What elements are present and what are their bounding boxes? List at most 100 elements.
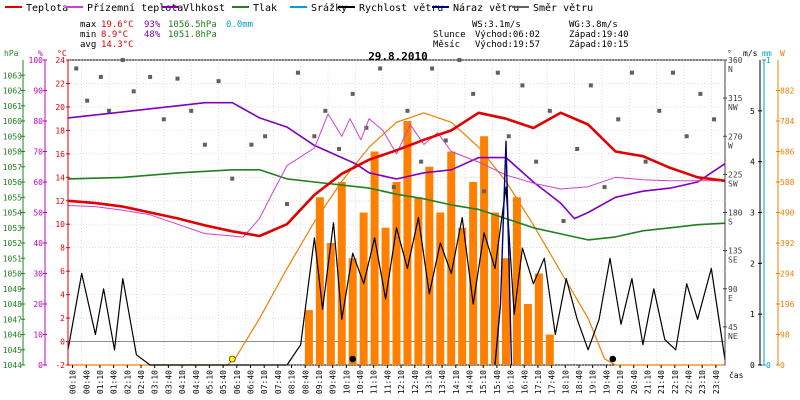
wind-dir-dot: [161, 117, 166, 122]
pct-axis-tick-label: 50: [33, 209, 43, 218]
rain-bar: [502, 258, 510, 365]
x-tick-label: 13:40: [438, 370, 447, 394]
wind-dir-dot: [120, 58, 125, 62]
legend: Teplota Přízemní teplota Vlhkost Tlak Srážky…: [5, 2, 593, 14]
ms-axis-tick-label: 1: [750, 310, 755, 319]
temp-axis-tick-label: 8: [60, 244, 65, 253]
legend-label: Tlak: [253, 3, 277, 14]
w-axis-tick-label: 784: [780, 117, 795, 126]
moon-set: Západ:10:15: [569, 40, 629, 50]
wind-dir-dot: [602, 185, 607, 190]
x-tick-label: 15:40: [493, 370, 502, 394]
dir-axis-dir-label: SW: [728, 179, 738, 188]
dir-axis-dir-label: NW: [728, 103, 738, 112]
x-tick-label: 01:40: [110, 370, 119, 394]
hpa-axis-tick-label: 1061: [3, 102, 22, 111]
temp-axis-tick-label: 6: [60, 267, 65, 276]
stat-value: 0.0mm: [226, 20, 253, 30]
dir-axis-dir-label: N: [728, 65, 733, 74]
temp-axis-tick-label: 16: [55, 150, 65, 159]
dir-axis-tick-label: 225: [728, 170, 743, 179]
wind-dir-dot: [534, 159, 539, 164]
w-axis-tick-label: 98: [780, 331, 790, 340]
wind-dir-dot: [657, 108, 662, 113]
hpa-axis-tick-label: 1062: [3, 87, 22, 96]
x-tick-label: 14:40: [466, 370, 475, 394]
dir-axis-tick-label: 270: [728, 132, 743, 141]
dir-axis-dir-label: W: [728, 141, 733, 150]
hpa-axis-tick-label: 1058: [3, 148, 22, 157]
sun-set: Západ:19:40: [569, 30, 629, 40]
x-tick-label: 22:10: [671, 370, 680, 394]
hpa-axis-tick-label: 1052: [3, 239, 22, 248]
x-tick-label: 09:10: [315, 370, 324, 394]
temp-axis-tick-label: 12: [55, 197, 65, 206]
legend-label: Směr větru: [533, 2, 593, 14]
ground-temp-line: [67, 113, 725, 238]
stat-label: max: [80, 20, 97, 30]
stat-wind-speed: WS:3.1m/s: [472, 20, 521, 30]
x-tick-label: 20:40: [630, 370, 639, 394]
wind-dir-dot: [443, 138, 448, 143]
legend-label: Vlhkost: [183, 3, 225, 14]
pct-axis-tick-label: 20: [33, 300, 43, 309]
rain-bar: [447, 151, 456, 365]
wind-dir-dot: [189, 108, 194, 113]
solar-line: [68, 112, 725, 366]
dir-axis-tick-label: 180: [728, 209, 743, 218]
dir-axis-tick-label: 360: [728, 56, 743, 65]
wind-dir-dot: [588, 83, 593, 88]
ms-axis-tick-label: 2: [750, 259, 755, 268]
dir-axis-dir-label: S: [728, 218, 733, 227]
mm-unit: mm: [762, 49, 772, 58]
legend-label: Rychlost větru: [359, 2, 443, 14]
x-tick-label: 05:40: [219, 370, 228, 394]
hpa-axis-tick-label: 1044: [3, 361, 22, 370]
rain-bar: [512, 197, 521, 365]
rain-bar: [523, 304, 532, 365]
x-tick-label: 23:10: [698, 370, 707, 394]
pct-axis-tick-label: 90: [33, 87, 43, 96]
dir-axis-tick-label: 90: [728, 285, 738, 294]
x-tick-label: 12:10: [397, 370, 406, 394]
wind-dir-dot: [495, 70, 500, 75]
pct-axis-tick-label: 100: [29, 56, 44, 65]
solar-series: [68, 112, 725, 366]
pct-axis-tick-label: 0: [38, 361, 43, 370]
x-tick-label: 07:10: [260, 370, 269, 394]
stats-block: max 19.6°C 93% 1056.5hPa 0.0mm min 8.9°C 48% 105…: [80, 20, 629, 50]
wind-dir-dot: [98, 74, 103, 79]
x-tick-label: 03:40: [164, 370, 173, 394]
stat-value: 93%: [144, 20, 161, 30]
x-tick-label: 19:10: [589, 370, 598, 394]
temp-axis-tick-label: 14: [55, 173, 65, 182]
hpa-axis-tick-label: 1050: [3, 270, 22, 279]
legend-label: Teplota: [26, 3, 68, 14]
rain-bar: [480, 136, 489, 365]
temp-axis-tick-label: 10: [55, 220, 65, 229]
w-axis-tick-label: 294: [780, 270, 795, 279]
rain-bar: [326, 243, 335, 365]
stat-label: min: [80, 30, 96, 40]
temp-axis-tick-label: 4: [60, 291, 65, 300]
stat-value: 48%: [144, 30, 161, 40]
pressure-line: [67, 169, 726, 241]
wind-dir-dot: [364, 125, 369, 130]
x-tick-label: 05:10: [205, 370, 214, 394]
wind-dir-dot: [629, 70, 634, 75]
rain-bar: [436, 212, 445, 365]
hpa-axis-tick-label: 1046: [3, 331, 22, 340]
pct-axis-tick-label: 10: [33, 331, 43, 340]
wind-dir-dot: [85, 98, 90, 103]
x-tick-label: 18:40: [575, 370, 584, 394]
wind-dir-dot: [520, 83, 525, 88]
w-axis-tick-label: 392: [780, 239, 795, 248]
rain-bar: [370, 151, 379, 365]
x-tick-label: 08:40: [301, 370, 310, 394]
pct-axis-tick-label: 30: [33, 270, 43, 279]
rain-bar: [392, 182, 401, 365]
wind-dir-dot: [643, 159, 648, 164]
hpa-axis-tick-label: 1053: [3, 224, 22, 233]
temp-axis-tick-label: 2: [60, 314, 65, 323]
stat-value: 1051.8hPa: [168, 30, 217, 40]
